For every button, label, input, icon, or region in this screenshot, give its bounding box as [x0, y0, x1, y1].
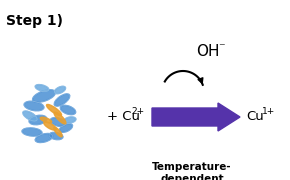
Text: Step 1): Step 1) — [6, 14, 63, 28]
Ellipse shape — [50, 118, 66, 126]
Ellipse shape — [24, 101, 44, 111]
Text: Temperature-
dependent
reaction: Temperature- dependent reaction — [152, 162, 232, 180]
Ellipse shape — [23, 111, 37, 121]
Text: 2+: 2+ — [131, 107, 144, 116]
Text: OH: OH — [196, 44, 220, 60]
Text: ⁻: ⁻ — [218, 42, 225, 55]
Ellipse shape — [32, 90, 55, 102]
Ellipse shape — [35, 85, 49, 91]
Ellipse shape — [64, 117, 76, 123]
Ellipse shape — [59, 124, 72, 132]
Ellipse shape — [60, 105, 76, 115]
Text: + Cu: + Cu — [107, 111, 140, 123]
Text: Cu: Cu — [246, 111, 264, 123]
Text: 1+: 1+ — [262, 107, 275, 116]
Ellipse shape — [54, 127, 62, 137]
Ellipse shape — [49, 132, 63, 140]
Ellipse shape — [54, 94, 70, 106]
Ellipse shape — [44, 122, 56, 130]
Ellipse shape — [35, 134, 53, 143]
Ellipse shape — [29, 115, 47, 125]
Polygon shape — [152, 103, 240, 131]
Ellipse shape — [40, 117, 52, 123]
Ellipse shape — [54, 112, 66, 124]
Ellipse shape — [55, 86, 66, 94]
Ellipse shape — [22, 128, 42, 136]
Ellipse shape — [46, 104, 61, 116]
